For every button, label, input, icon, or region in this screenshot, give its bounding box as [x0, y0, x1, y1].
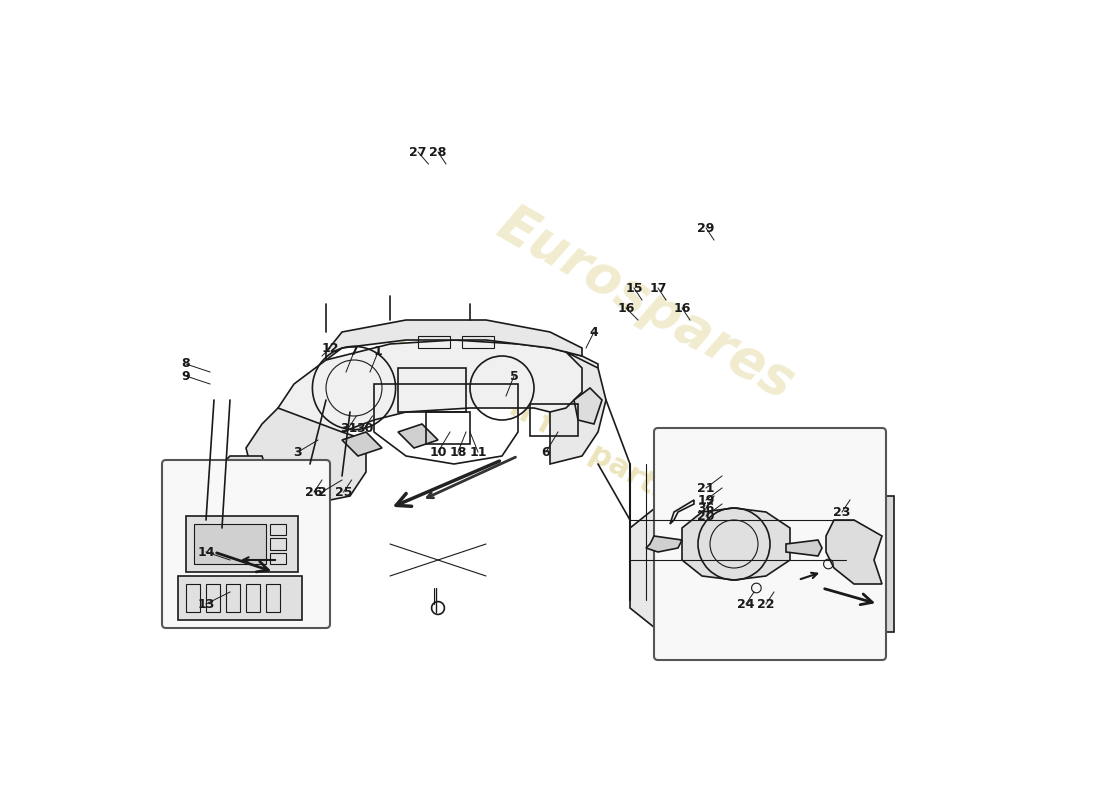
Text: 7: 7: [350, 346, 359, 358]
Polygon shape: [682, 508, 790, 580]
Text: 20: 20: [697, 510, 715, 522]
Bar: [426, 412, 470, 444]
Text: 4: 4: [590, 326, 598, 338]
Polygon shape: [574, 388, 602, 424]
Text: 30: 30: [355, 422, 373, 434]
Text: 3: 3: [294, 446, 302, 458]
Bar: [418, 336, 450, 348]
Polygon shape: [716, 512, 736, 536]
Bar: [740, 604, 760, 620]
Polygon shape: [676, 512, 695, 536]
FancyBboxPatch shape: [654, 428, 886, 660]
Text: 2: 2: [318, 486, 327, 498]
Text: Eurospares: Eurospares: [488, 198, 803, 410]
Bar: [246, 584, 261, 612]
Text: 27: 27: [409, 146, 427, 158]
Text: 17: 17: [649, 282, 667, 294]
Text: 15: 15: [625, 282, 642, 294]
FancyBboxPatch shape: [162, 460, 330, 628]
Text: 14: 14: [197, 546, 215, 558]
Bar: [186, 516, 298, 572]
Bar: [764, 496, 783, 512]
Bar: [270, 553, 286, 564]
Bar: [194, 524, 266, 564]
Bar: [530, 404, 578, 436]
Text: 1: 1: [374, 346, 383, 358]
Text: 8: 8: [182, 358, 190, 370]
Text: 19: 19: [697, 494, 715, 506]
Text: 28: 28: [429, 146, 447, 158]
Polygon shape: [398, 424, 438, 448]
Polygon shape: [646, 536, 682, 552]
Text: 6: 6: [541, 446, 550, 458]
Text: 24: 24: [737, 598, 755, 610]
Polygon shape: [630, 480, 870, 656]
Bar: [270, 524, 286, 535]
Text: a passion for parts since 1985: a passion for parts since 1985: [382, 322, 846, 606]
Text: 23: 23: [834, 506, 850, 518]
Polygon shape: [278, 340, 598, 440]
Text: 31: 31: [340, 422, 358, 434]
Polygon shape: [206, 456, 270, 536]
Polygon shape: [757, 512, 776, 536]
Bar: [206, 584, 220, 612]
Bar: [226, 584, 241, 612]
Polygon shape: [246, 408, 366, 504]
Text: 36: 36: [697, 502, 715, 514]
Text: 10: 10: [429, 446, 447, 458]
Text: 16: 16: [617, 302, 635, 314]
Bar: [462, 336, 494, 348]
Polygon shape: [326, 320, 582, 360]
Text: 16: 16: [673, 302, 691, 314]
Text: 13: 13: [197, 598, 215, 610]
Bar: [684, 584, 704, 600]
Polygon shape: [854, 496, 894, 632]
Text: 5: 5: [509, 370, 518, 382]
Text: 25: 25: [334, 486, 352, 498]
Bar: [266, 584, 280, 612]
Polygon shape: [826, 520, 882, 584]
Polygon shape: [550, 352, 606, 464]
Text: 18: 18: [449, 446, 466, 458]
Text: 12: 12: [321, 342, 339, 354]
Bar: [186, 584, 200, 612]
Bar: [398, 368, 466, 412]
Bar: [178, 576, 303, 620]
Text: 29: 29: [697, 222, 715, 234]
Bar: [813, 536, 832, 552]
Text: 26: 26: [306, 486, 322, 498]
Text: 11: 11: [470, 446, 486, 458]
Text: 22: 22: [757, 598, 774, 610]
Bar: [270, 538, 286, 550]
Text: 9: 9: [182, 370, 190, 382]
Bar: [796, 584, 815, 600]
Polygon shape: [786, 540, 822, 556]
Polygon shape: [342, 432, 382, 456]
Text: 21: 21: [697, 482, 715, 494]
